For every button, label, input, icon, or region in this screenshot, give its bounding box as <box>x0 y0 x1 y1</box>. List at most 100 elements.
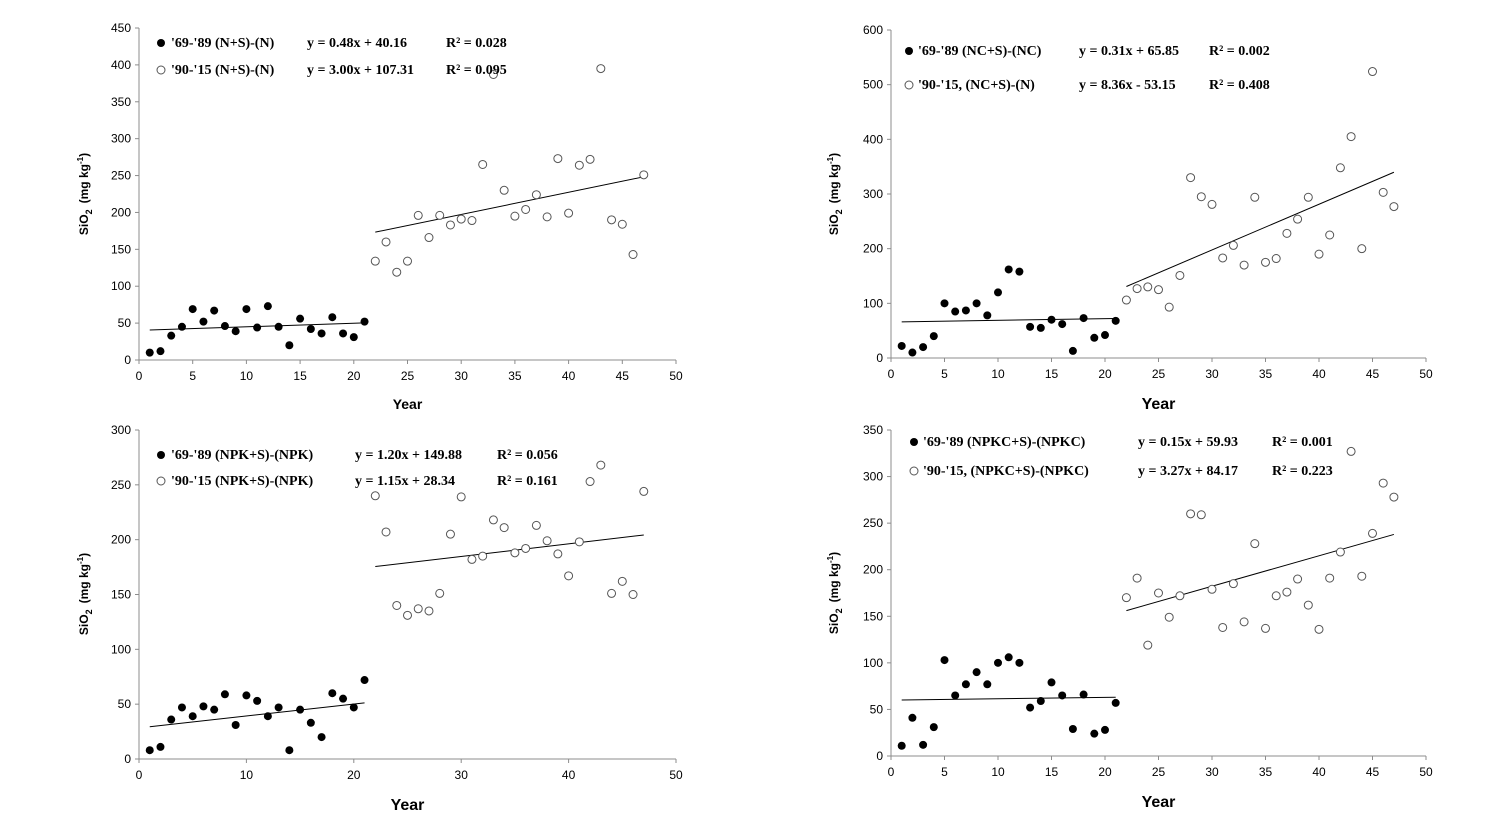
data-point-open <box>424 233 434 243</box>
data-point-filled <box>274 322 283 331</box>
data-point-open <box>1228 240 1238 250</box>
data-point-filled <box>919 343 928 352</box>
y-axis-title-part: 2 <box>834 209 844 214</box>
data-point-open <box>478 551 488 561</box>
r-squared: R² = 0.056 <box>497 448 558 463</box>
data-point-open <box>639 486 649 496</box>
y-axis-title-part: 2 <box>834 608 844 613</box>
data-point-filled <box>1047 678 1056 687</box>
y-axis-title-part: ) <box>77 153 91 157</box>
data-point-open <box>467 554 477 564</box>
x-tick-label: 5 <box>189 369 196 383</box>
data-point-filled <box>296 705 305 714</box>
data-point-open <box>488 69 498 79</box>
regression-equation: y = 3.00x + 107.31 <box>307 63 414 78</box>
chart-panel-2: 0 100 200 300 400 500 600 0 5 10 15 20 25 30 35 40 45 50 Y… <box>826 23 1433 413</box>
y-axis-title-part: ) <box>827 552 841 556</box>
x-tick-label: 10 <box>991 765 1005 779</box>
data-point-filled <box>1058 320 1067 329</box>
data-point-filled <box>908 713 917 722</box>
x-tick-label: 20 <box>1098 367 1112 381</box>
data-point-open <box>435 210 445 220</box>
legend-label: '90-'15 (NPK+S)-(NPK) <box>171 474 313 489</box>
y-tick-label: 0 <box>876 351 883 365</box>
data-point-filled <box>199 702 208 711</box>
trend-line <box>375 176 644 233</box>
x-tick-label: 0 <box>136 768 143 782</box>
data-point-filled <box>231 327 240 336</box>
data-point-filled <box>1036 697 1045 706</box>
data-point-open <box>1261 623 1270 633</box>
data-point-filled <box>263 712 272 721</box>
x-tick-label: 0 <box>136 369 143 383</box>
data-point-open <box>1261 257 1270 267</box>
data-point-open <box>488 515 498 525</box>
data-point-open <box>403 256 412 266</box>
data-point-filled <box>1068 724 1077 733</box>
y-tick-label: 250 <box>111 478 131 492</box>
data-point-filled <box>156 347 165 356</box>
data-point-open <box>1357 571 1367 581</box>
data-point-open <box>585 477 595 487</box>
regression-equation: y = 1.20x + 149.88 <box>355 448 462 463</box>
x-tick-label: 30 <box>1205 765 1219 779</box>
chart-panel-4: 0 50 100 150 200 250 300 350 0 5 10 15 20 25 30 35 40 45 5… <box>826 423 1433 811</box>
data-point-open <box>1196 510 1206 520</box>
data-point-open <box>607 588 617 598</box>
y-tick-label: 100 <box>111 642 131 656</box>
x-tick-label: 0 <box>888 367 895 381</box>
data-point-open <box>1368 67 1377 77</box>
data-point-open <box>1314 249 1324 259</box>
x-tick-label: 20 <box>347 369 361 383</box>
y-tick-label: 300 <box>863 470 883 484</box>
data-point-open <box>585 154 595 164</box>
data-point-open <box>403 610 412 620</box>
data-point-filled <box>961 680 970 689</box>
data-point-filled <box>328 689 337 698</box>
legend-marker-filled <box>157 39 165 47</box>
y-axis-title-part: (mg kg <box>77 564 91 609</box>
x-tick-label: 30 <box>455 369 469 383</box>
data-point-open <box>1132 573 1142 583</box>
data-point-filled <box>220 322 229 331</box>
regression-equation: y = 0.15x + 59.93 <box>1138 435 1238 450</box>
data-point-open <box>564 571 574 581</box>
y-tick-label: 150 <box>863 609 883 623</box>
data-point-filled <box>317 329 326 338</box>
data-point-open <box>1164 302 1174 312</box>
y-axis-title-part: SiO <box>77 614 91 635</box>
x-axis-title: Year <box>391 797 425 814</box>
data-point-filled <box>220 690 229 699</box>
data-point-filled <box>1058 691 1067 700</box>
data-point-open <box>1282 228 1292 238</box>
x-tick-label: 0 <box>888 765 895 779</box>
data-point-open <box>456 214 466 224</box>
x-tick-label: 40 <box>1312 367 1326 381</box>
data-point-open <box>1196 192 1206 202</box>
data-point-open <box>1121 593 1131 603</box>
x-tick-label: 45 <box>616 369 630 383</box>
regression-equation: y = 1.15x + 28.34 <box>355 474 455 489</box>
legend-label: '90-'15, (NC+S)-(N) <box>918 78 1035 93</box>
legend-marker-open <box>156 476 166 486</box>
legend-label: '69-'89 (NC+S)-(NC) <box>918 44 1042 59</box>
data-point-filled <box>908 348 917 357</box>
data-point-open <box>628 249 638 259</box>
data-point-filled <box>940 299 949 308</box>
data-point-open <box>542 536 552 546</box>
r-squared: R² = 0.001 <box>1272 435 1333 450</box>
data-point-filled <box>897 741 906 750</box>
data-point-open <box>1282 587 1292 597</box>
y-tick-label: 200 <box>863 242 883 256</box>
regression-equation: y = 8.36x - 53.15 <box>1079 78 1176 93</box>
data-point-open <box>510 548 520 558</box>
y-tick-label: 150 <box>111 242 131 256</box>
x-tick-label: 15 <box>1045 765 1059 779</box>
r-squared: R² = 0.095 <box>446 63 507 78</box>
x-tick-label: 45 <box>1366 367 1380 381</box>
y-tick-label: 250 <box>111 169 131 183</box>
data-point-open <box>510 211 520 221</box>
data-point-open <box>542 212 552 222</box>
data-point-open <box>531 520 541 530</box>
